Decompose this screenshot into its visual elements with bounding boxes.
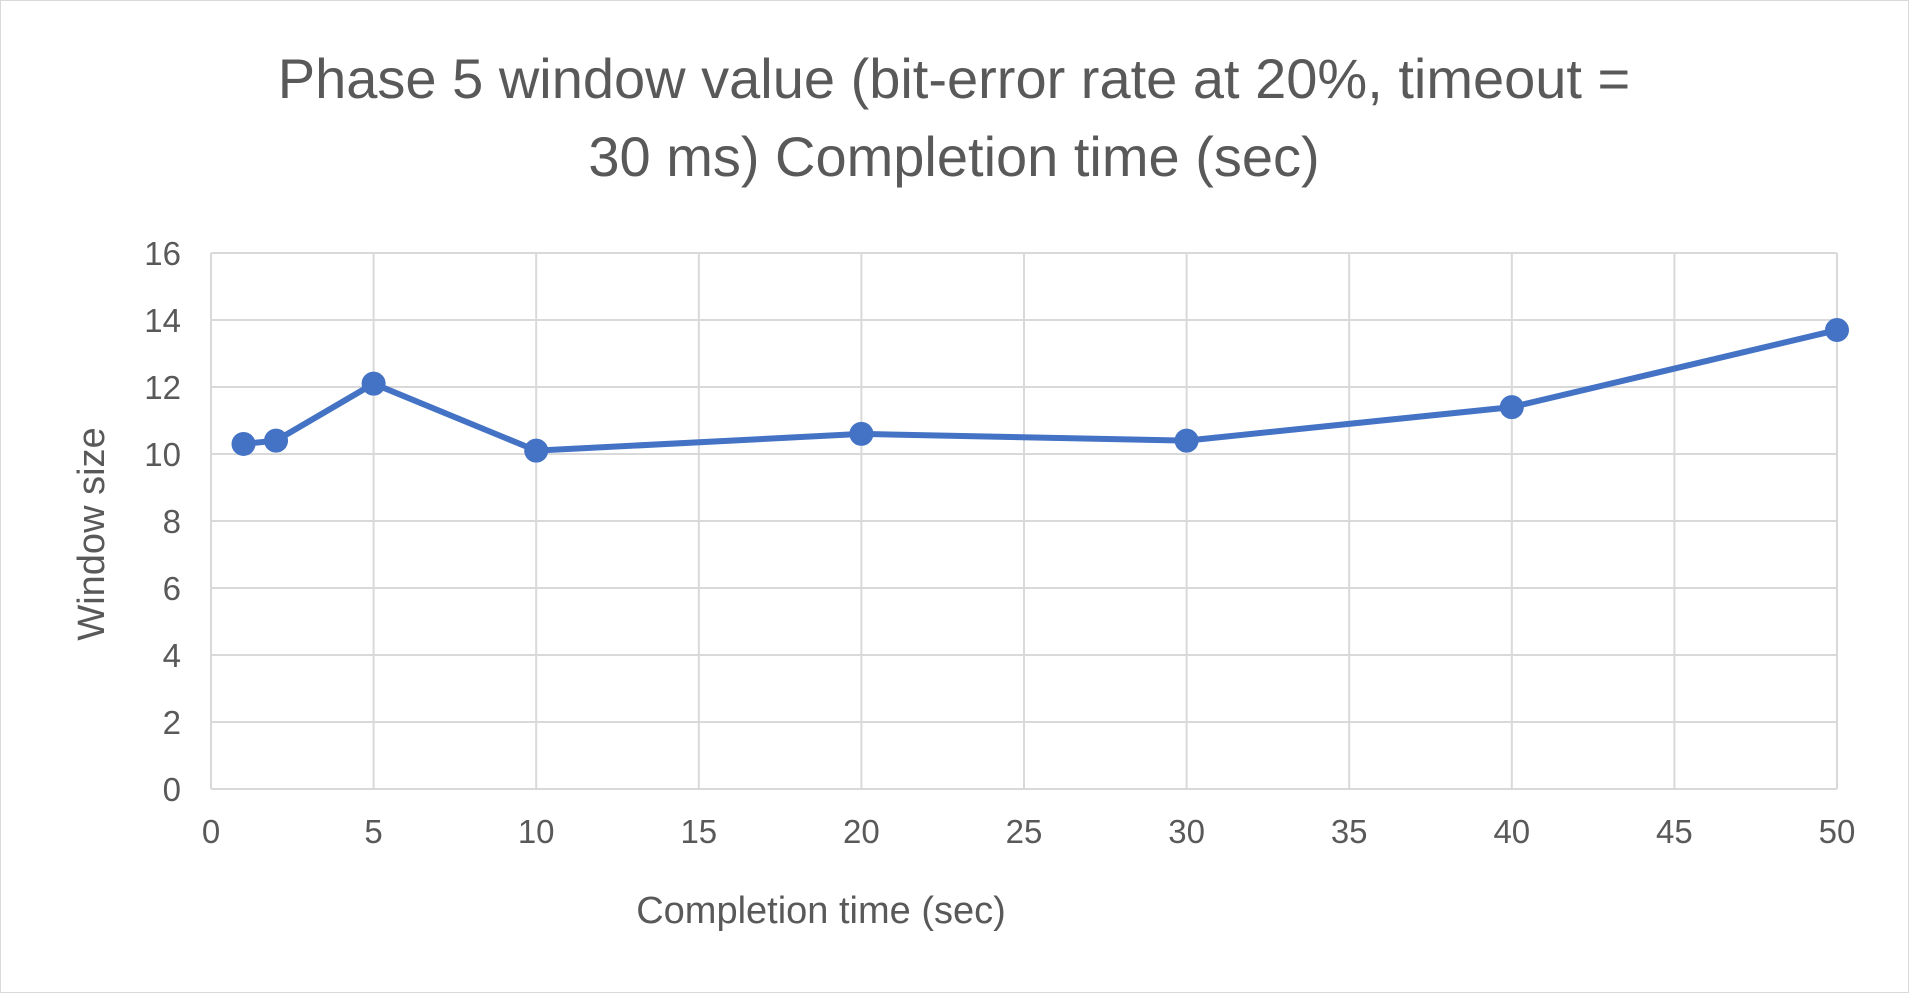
y-tick-label: 4 bbox=[163, 637, 181, 674]
x-tick-label: 30 bbox=[1168, 813, 1205, 850]
y-tick-label: 0 bbox=[163, 771, 181, 808]
x-tick-label: 40 bbox=[1493, 813, 1530, 850]
x-tick-label: 5 bbox=[364, 813, 382, 850]
data-point bbox=[231, 431, 256, 456]
x-tick-label: 50 bbox=[1819, 813, 1856, 850]
data-point bbox=[1825, 318, 1849, 343]
x-tick-label: 0 bbox=[202, 813, 220, 850]
x-tick-label: 10 bbox=[518, 813, 555, 850]
y-tick-label: 2 bbox=[163, 704, 181, 741]
chart-title-line-1: Phase 5 window value (bit-error rate at … bbox=[278, 47, 1630, 110]
chart-title-line-2: 30 ms) Completion time (sec) bbox=[588, 125, 1319, 188]
y-axis-ticks: 0 2 4 6 8 10 12 14 16 bbox=[144, 235, 181, 808]
series-line bbox=[240, 327, 1840, 454]
x-tick-label: 20 bbox=[843, 813, 880, 850]
data-point bbox=[1499, 395, 1524, 420]
series bbox=[231, 318, 1849, 463]
data-point bbox=[361, 371, 386, 396]
x-tick-label: 35 bbox=[1331, 813, 1368, 850]
x-tick-label: 25 bbox=[1006, 813, 1043, 850]
y-tick-label: 8 bbox=[163, 503, 181, 540]
data-point bbox=[524, 438, 549, 463]
data-point bbox=[264, 428, 289, 453]
x-tick-label: 15 bbox=[680, 813, 717, 850]
y-tick-label: 16 bbox=[144, 235, 181, 272]
y-tick-label: 6 bbox=[163, 570, 181, 607]
x-tick-label: 45 bbox=[1656, 813, 1693, 850]
y-tick-label: 14 bbox=[144, 302, 181, 339]
x-axis-title: Completion time (sec) bbox=[636, 890, 1006, 932]
y-tick-label: 12 bbox=[144, 369, 181, 406]
y-axis-title: Window size bbox=[71, 427, 113, 640]
gridlines bbox=[210, 252, 1838, 790]
x-axis-ticks: 0 5 10 15 20 25 30 35 40 45 50 bbox=[202, 813, 1856, 850]
y-tick-label: 10 bbox=[144, 436, 181, 473]
data-point bbox=[1174, 428, 1199, 453]
data-point bbox=[849, 421, 874, 446]
